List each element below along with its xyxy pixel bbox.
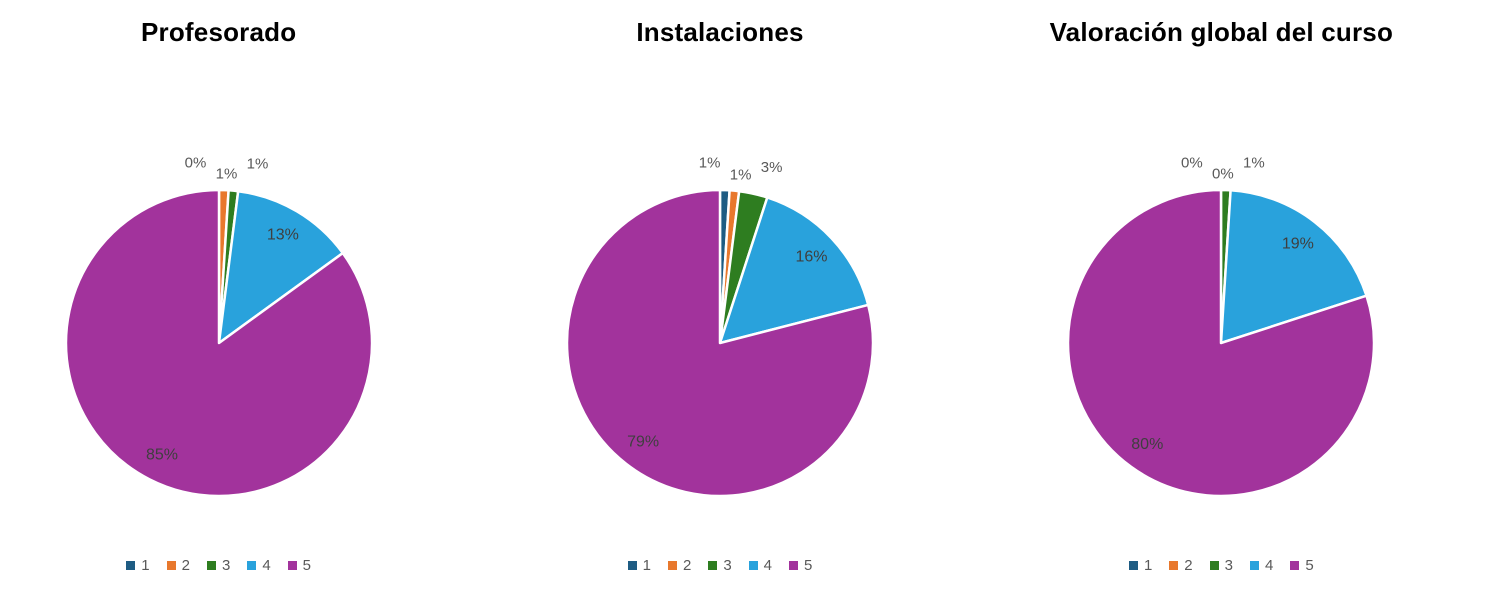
legend-swatch-4 xyxy=(748,561,758,570)
legend-label-1: 1 xyxy=(141,557,150,574)
legend-swatch-3 xyxy=(206,561,216,570)
legend-label-5: 5 xyxy=(302,557,312,574)
legend-label-1: 1 xyxy=(1143,557,1153,574)
chart-area: Valoración global del curso 19% 80% 0% 0% 1%… xyxy=(1003,0,1440,607)
legend-item-1[interactable]: 1 xyxy=(1128,557,1153,574)
legend-label-2: 2 xyxy=(682,557,692,574)
legend-instalaciones: 1 2 3 4 5 xyxy=(501,557,938,574)
slice-label-1: 0% xyxy=(1181,155,1203,172)
legend-swatch-1 xyxy=(627,561,637,570)
legend-swatch-1 xyxy=(126,561,136,570)
chart-area: Profesorado 13% 85% 0% 1% 1% 1 2 3 4 5 xyxy=(0,0,437,607)
chart-valoracion-global: Valoración global del curso 19% 80% 0% 0% 1%… xyxy=(1003,0,1504,607)
chart-area: Instalaciones 16% 79% 1% 1% 3% 1 2 3 4 5 xyxy=(501,0,938,607)
pie-slice-5[interactable] xyxy=(565,188,875,498)
chart-title-instalaciones: Instalaciones xyxy=(636,17,804,47)
legend-item-3[interactable]: 3 xyxy=(708,557,732,574)
legend-swatch-4 xyxy=(1249,561,1259,570)
legend-swatch-2 xyxy=(667,561,677,570)
pie-svg-instalaciones[interactable]: 16% 79% 1% 1% 3% xyxy=(555,148,885,528)
legend-valoracion-global: 1 2 3 4 5 xyxy=(1003,557,1440,574)
legend-item-3[interactable]: 3 xyxy=(1209,557,1233,574)
legend-label-3: 3 xyxy=(221,557,231,574)
legend-swatch-2 xyxy=(1169,561,1179,570)
legend-swatch-5 xyxy=(287,561,297,570)
legend-label-4: 4 xyxy=(262,557,271,574)
legend-profesorado: 1 2 3 4 5 xyxy=(0,557,437,574)
slice-label-4: 13% xyxy=(267,227,299,244)
legend-label-3: 3 xyxy=(723,557,732,574)
chart-instalaciones: Instalaciones 16% 79% 1% 1% 3% 1 2 3 4 5 xyxy=(501,0,1002,607)
slice-label-2: 0% xyxy=(1212,166,1234,183)
legend-item-3[interactable]: 3 xyxy=(206,557,231,574)
legend-swatch-1 xyxy=(1128,561,1138,570)
pie-slice-4[interactable] xyxy=(718,196,870,345)
slice-label-2: 1% xyxy=(215,166,237,183)
legend-label-2: 2 xyxy=(181,557,190,574)
slice-label-1: 0% xyxy=(184,155,206,172)
legend-item-4[interactable]: 4 xyxy=(748,557,772,574)
slice-label-3: 3% xyxy=(761,159,783,176)
slice-label-4: 19% xyxy=(1282,235,1314,252)
legend-item-2[interactable]: 2 xyxy=(667,557,692,574)
legend-item-1[interactable]: 1 xyxy=(627,557,651,574)
legend-item-2[interactable]: 2 xyxy=(166,557,190,574)
chart-profesorado: Profesorado 13% 85% 0% 1% 1% 1 2 3 4 5 xyxy=(0,0,501,607)
legend-item-4[interactable]: 4 xyxy=(247,557,271,574)
slice-label-5: 79% xyxy=(627,434,659,451)
legend-swatch-5 xyxy=(1290,561,1300,570)
pie-svg-valoracion-global[interactable]: 19% 80% 0% 0% 1% xyxy=(1056,148,1386,528)
legend-label-5: 5 xyxy=(804,557,813,574)
pie-slice-4[interactable] xyxy=(1220,189,1369,345)
legend-item-4[interactable]: 4 xyxy=(1249,557,1274,574)
pie-svg-profesorado[interactable]: 13% 85% 0% 1% 1% xyxy=(54,148,384,528)
legend-label-2: 2 xyxy=(1184,557,1193,574)
legend-swatch-2 xyxy=(166,561,176,570)
legend-label-4: 4 xyxy=(1264,557,1274,574)
legend-item-5[interactable]: 5 xyxy=(1290,557,1314,574)
chart-title-profesorado: Profesorado xyxy=(140,17,297,47)
slice-label-2: 1% xyxy=(730,166,752,183)
legend-label-5: 5 xyxy=(1305,557,1314,574)
legend-label-4: 4 xyxy=(763,557,772,574)
pie-slice-5[interactable] xyxy=(64,188,373,498)
pie-slice-5[interactable] xyxy=(1067,188,1376,498)
slice-label-5: 85% xyxy=(146,446,178,463)
legend-item-1[interactable]: 1 xyxy=(126,557,150,574)
legend-label-1: 1 xyxy=(642,557,651,574)
legend-item-5[interactable]: 5 xyxy=(789,557,812,574)
legend-label-3: 3 xyxy=(1224,557,1233,574)
slice-label-3: 1% xyxy=(1243,155,1265,172)
legend-item-5[interactable]: 5 xyxy=(287,557,312,574)
slice-label-3: 1% xyxy=(246,155,268,172)
slice-label-5: 80% xyxy=(1132,436,1164,453)
chart-title-valoracion-global: Valoración global del curso xyxy=(1049,17,1394,47)
slice-label-4: 16% xyxy=(795,249,827,266)
legend-swatch-3 xyxy=(1209,561,1219,570)
legend-item-2[interactable]: 2 xyxy=(1169,557,1193,574)
legend-swatch-5 xyxy=(789,561,798,570)
slice-label-1: 1% xyxy=(699,155,721,172)
pie-slice-4[interactable] xyxy=(217,189,344,345)
legend-swatch-4 xyxy=(247,561,257,570)
legend-swatch-3 xyxy=(708,561,718,570)
